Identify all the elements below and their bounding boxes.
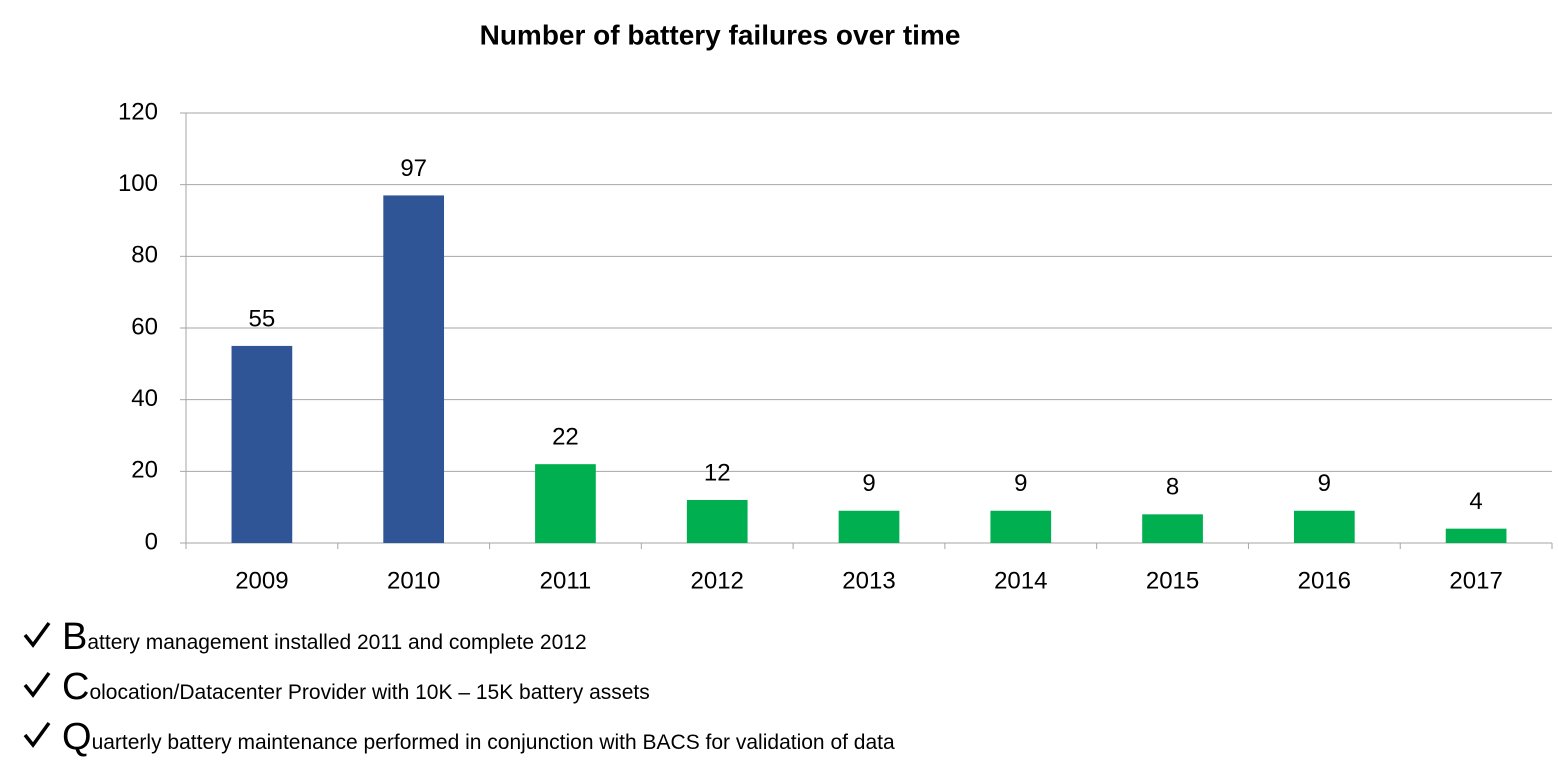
data-label: 97: [400, 155, 427, 182]
x-tick-label: 2015: [1146, 567, 1199, 594]
bar: [383, 195, 445, 543]
bar: [231, 345, 293, 543]
data-label: 22: [552, 424, 579, 451]
x-tick-label: 2016: [1298, 567, 1351, 594]
chart: Number of battery failures over time 0 20…: [118, 19, 1553, 594]
data-label: 8: [1166, 474, 1179, 501]
data-label: 9: [1318, 470, 1331, 497]
bar: [535, 464, 596, 543]
data-label: 12: [704, 459, 731, 486]
y-tick-label: 0: [145, 528, 158, 555]
data-label: 9: [1014, 470, 1027, 497]
y-tick-label: 100: [118, 170, 158, 197]
bar: [1445, 528, 1507, 543]
x-tick-label: 2017: [1449, 567, 1502, 594]
bar: [686, 500, 748, 543]
check-icon: [23, 721, 51, 748]
y-tick-label: 20: [131, 457, 158, 484]
y-tick-label: 60: [131, 313, 158, 340]
bar: [838, 510, 900, 543]
y-tick-label: 40: [131, 385, 158, 412]
bar: [1293, 510, 1355, 543]
bar: [1142, 514, 1203, 543]
x-tick-label: 2013: [842, 567, 895, 594]
x-tick-label: 2011: [540, 567, 592, 594]
x-tick-label: 2010: [387, 567, 440, 594]
check-icon: [23, 621, 51, 648]
data-label: 55: [249, 305, 276, 332]
x-tick-label: 2012: [691, 567, 744, 594]
y-tick-label: 80: [131, 242, 158, 269]
x-tick-label: 2014: [994, 567, 1047, 594]
note-text: Quarterly battery maintenance performed …: [62, 716, 895, 758]
note-text: Colocation/Datacenter Provider with 10K …: [62, 666, 650, 708]
x-tick-label: 2009: [235, 567, 288, 594]
bar: [990, 510, 1052, 543]
y-tick-label: 120: [118, 98, 158, 125]
data-label: 9: [862, 470, 875, 497]
check-icon: [23, 671, 51, 698]
data-label: 4: [1469, 488, 1482, 515]
chart-title: Number of battery failures over time: [480, 19, 961, 50]
note-text: Battery management installed 2011 and co…: [62, 616, 587, 658]
